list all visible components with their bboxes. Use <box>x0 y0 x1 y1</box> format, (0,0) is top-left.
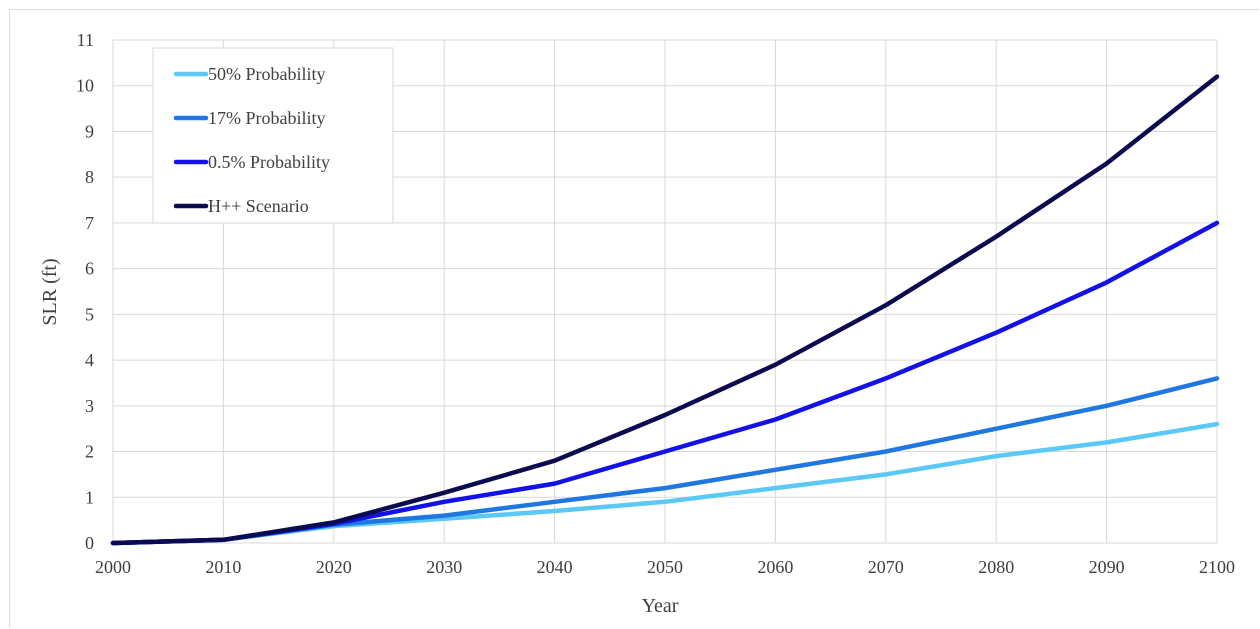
x-tick-label: 2100 <box>1199 557 1235 577</box>
series-line-3 <box>110 74 1220 546</box>
y-axis-ticks: 0 1 2 3 4 5 6 7 8 9 10 11 <box>76 30 94 553</box>
x-tick-label: 2060 <box>757 557 793 577</box>
legend-label-2: 0.5% Probability <box>208 152 330 172</box>
y-tick-label: 4 <box>85 350 94 370</box>
series-lines <box>110 74 1220 546</box>
x-tick-label: 2090 <box>1089 557 1125 577</box>
y-tick-label: 10 <box>76 76 94 96</box>
y-tick-label: 3 <box>85 396 94 416</box>
x-tick-label: 2020 <box>316 557 352 577</box>
y-tick-label: 6 <box>85 259 94 279</box>
legend: 50% Probability 17% Probability 0.5% Proba… <box>152 47 394 224</box>
y-tick-label: 9 <box>85 121 94 141</box>
legend-label-3: H++ Scenario <box>208 196 309 216</box>
x-tick-label: 2030 <box>426 557 462 577</box>
x-tick-label: 2080 <box>978 557 1014 577</box>
legend-box <box>152 47 394 224</box>
x-tick-label: 2000 <box>95 557 131 577</box>
y-tick-label: 0 <box>85 533 94 553</box>
y-axis-title: SLR (ft) <box>39 258 61 325</box>
legend-label-1: 17% Probability <box>208 108 326 128</box>
x-axis-ticks: 2000 2010 2020 2030 2040 2050 2060 2070 2080 2090… <box>95 557 1235 577</box>
y-tick-label: 8 <box>85 167 94 187</box>
x-tick-label: 2040 <box>537 557 573 577</box>
x-tick-label: 2050 <box>647 557 683 577</box>
x-axis-title: Year <box>642 595 679 617</box>
y-tick-label: 11 <box>77 30 94 50</box>
y-tick-label: 7 <box>85 213 94 233</box>
y-tick-label: 2 <box>85 442 94 462</box>
y-tick-label: 1 <box>85 487 94 507</box>
x-tick-label: 2070 <box>868 557 904 577</box>
legend-label-0: 50% Probability <box>208 64 326 84</box>
y-tick-label: 5 <box>85 304 94 324</box>
x-tick-label: 2010 <box>205 557 241 577</box>
